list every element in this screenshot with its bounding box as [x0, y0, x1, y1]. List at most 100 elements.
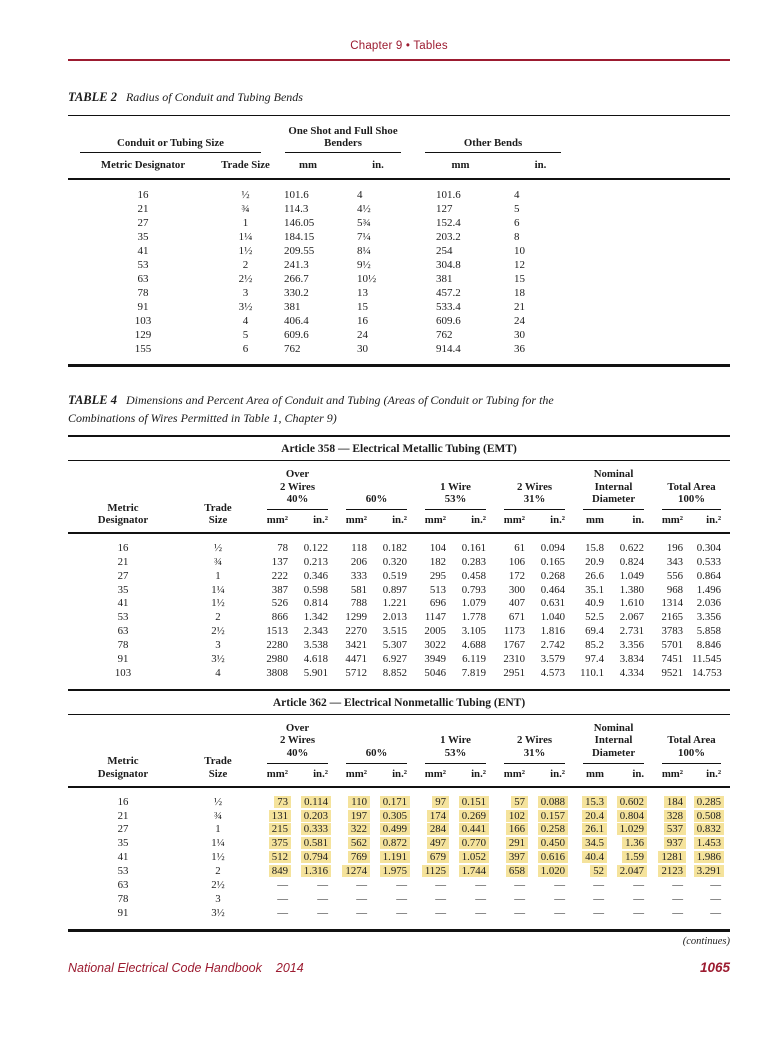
- table-cell: 1299: [345, 611, 368, 624]
- group-60: 60%: [337, 459, 417, 510]
- group-nominal-internal-diameter: Nominal Internal Diameter: [574, 713, 654, 764]
- table-cell: 406.4: [284, 315, 309, 327]
- table-cell: ¾: [213, 555, 223, 568]
- highlighted-value: 0.450: [537, 837, 569, 850]
- table-row: 129 5 609.6 24 762 30: [68, 328, 730, 342]
- table-row: 35 1¼ 387 0.598 581 0.897 513 0.793 300 0.464 35.1…: [68, 584, 730, 598]
- table-cell: 0.464: [540, 583, 566, 596]
- table2-label: TABLE 2: [68, 90, 117, 104]
- table-cell: 182: [429, 555, 447, 568]
- table-cell: 1513: [266, 625, 288, 638]
- table-cell: 1.079: [461, 597, 487, 610]
- table-cell: 2.731: [619, 625, 645, 638]
- table-cell: 0.598: [303, 583, 329, 596]
- table-cell: 102: [495, 809, 534, 824]
- highlighted-value: 97: [432, 795, 450, 808]
- table-cell: 0.165: [540, 555, 566, 568]
- table-cell: 36: [514, 343, 526, 355]
- table-cell: 184.15: [284, 231, 315, 243]
- table-cell: 0.622: [619, 541, 645, 554]
- col-in2: in.²: [692, 509, 731, 534]
- table2-body: 16 ½ 101.6 4 101.6 4 21 ¾ 114.3 4½ 127 5 27 1 146.05 5¾…: [68, 179, 730, 366]
- table-cell: 581: [350, 583, 368, 596]
- table-cell: 0.122: [303, 541, 329, 554]
- highlighted-value: 1125: [421, 865, 450, 878]
- col-mm2: mm²: [653, 763, 693, 788]
- highlighted-value: 291: [505, 837, 529, 850]
- table-cell: 343: [666, 555, 684, 568]
- table-cell: 5¾: [357, 217, 371, 229]
- table-cell: 8.846: [696, 639, 722, 652]
- table-cell: 206: [350, 555, 368, 568]
- table-cell: 387: [271, 583, 288, 596]
- table-cell: —: [710, 879, 722, 892]
- table-cell: 8¼: [357, 245, 371, 257]
- table-cell: 1125: [416, 865, 455, 879]
- highlighted-value: 15.3: [582, 795, 608, 808]
- highlighted-value: 73: [274, 795, 291, 808]
- table-row: 41 1½ 512 0.794 769 1.191 679 1.052 397 0.616 40.4…: [68, 851, 730, 865]
- table-cell: 4: [242, 315, 249, 327]
- table-cell: 0.872: [376, 837, 416, 851]
- table-cell: 6.119: [462, 653, 487, 666]
- table-cell: —: [435, 892, 447, 905]
- table-cell: 131: [258, 809, 297, 824]
- table-cell: 3022: [424, 639, 447, 652]
- table-cell: 1.36: [613, 837, 653, 851]
- table-cell: 53: [137, 259, 149, 271]
- page-number: 1065: [699, 959, 730, 975]
- emt-unit-header-row: mm² in.² mm² in.² mm² in.² mm² in.² mm i…: [68, 509, 731, 534]
- table-cell: 679: [416, 851, 455, 865]
- highlighted-value: 397: [505, 851, 529, 864]
- table2-caption: TABLE 2 Radius of Conduit and Tubing Bend…: [68, 88, 730, 106]
- table-cell: 526: [271, 597, 288, 610]
- table-cell: 2: [215, 865, 221, 878]
- table-cell: 968: [666, 583, 684, 596]
- table-cell: 2½: [238, 273, 253, 285]
- table-cell: 1.975: [376, 865, 416, 879]
- table-cell: —: [317, 906, 329, 919]
- group-total-area-100: Total Area 100%: [653, 713, 731, 764]
- table-cell: 3421: [345, 639, 368, 652]
- table-cell: 0.203: [297, 809, 337, 824]
- col-metric-designator: Metric Designator: [68, 713, 178, 788]
- table-cell: —: [396, 892, 408, 905]
- group-over-2-wires-40: Over 2 Wires 40%: [258, 459, 338, 510]
- table-cell: 146.05: [284, 217, 315, 229]
- col-mm2: mm²: [495, 509, 535, 534]
- table-cell: 0.151: [455, 787, 495, 810]
- table-row: 63 2½ 266.7 10½ 381 15: [68, 272, 730, 286]
- table-cell: 1314: [661, 597, 684, 610]
- highlighted-value: 1281: [658, 851, 687, 864]
- table-cell: 16: [357, 315, 369, 327]
- table-cell: —: [633, 906, 645, 919]
- highlighted-value: 0.151: [458, 795, 490, 808]
- table-row: 27 1 146.05 5¾ 152.4 6: [68, 216, 730, 230]
- table-cell: 0.304: [696, 541, 722, 554]
- table-cell: 78: [277, 541, 288, 554]
- table-row: 78 3 2280 3.538 3421 5.307 3022 4.688 1767 2.742 8…: [68, 639, 730, 653]
- highlighted-value: 0.285: [693, 795, 725, 808]
- table-cell: 0.283: [461, 555, 487, 568]
- table-cell: 1.316: [297, 865, 337, 879]
- col-in2: in.²: [534, 763, 575, 788]
- table-cell: —: [554, 892, 566, 905]
- table-cell: 110: [337, 787, 376, 810]
- table-cell: 381: [284, 301, 301, 313]
- table-cell: 696: [429, 597, 447, 610]
- highlighted-value: 184: [663, 795, 687, 808]
- highlighted-value: 0.872: [379, 837, 411, 850]
- table-cell: 85.2: [585, 639, 605, 652]
- table-cell: 1147: [424, 611, 447, 624]
- table-cell: 7¼: [357, 231, 371, 243]
- table-cell: 53: [117, 865, 129, 878]
- table-cell: —: [435, 879, 447, 892]
- group-other-bends: Other Bends: [413, 116, 573, 153]
- table-cell: 1.191: [376, 851, 416, 865]
- group-one-shot-benders: One Shot and Full Shoe Benders: [273, 116, 413, 153]
- table-cell: 1.986: [692, 851, 730, 865]
- table-cell: 35: [117, 583, 129, 596]
- table-cell: 5046: [424, 666, 447, 679]
- table-cell: —: [514, 892, 526, 905]
- table-cell: 0.094: [540, 541, 566, 554]
